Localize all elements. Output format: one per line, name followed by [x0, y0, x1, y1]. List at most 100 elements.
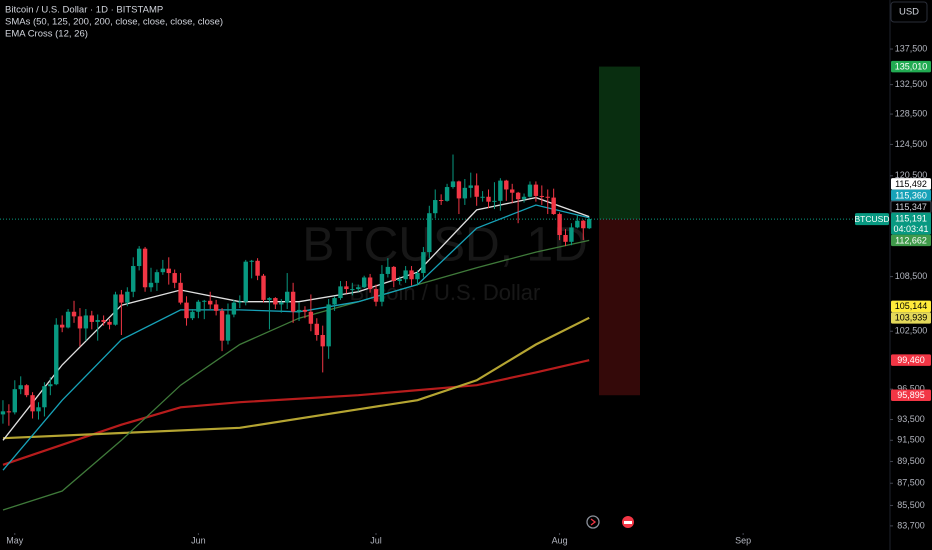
y-tick-label: 124,500 — [895, 139, 928, 149]
x-tick-label: Jun — [191, 535, 206, 545]
candle-body — [403, 270, 408, 280]
bottom-icons — [586, 515, 634, 529]
price-badge-label: 115,191 — [895, 213, 927, 223]
candle-body — [65, 311, 71, 328]
countdown: 04:03:41 — [893, 224, 928, 234]
candle-body — [125, 291, 130, 303]
candle-body — [219, 310, 225, 341]
price-badge-label: 115,360 — [895, 190, 927, 200]
candle-body — [379, 273, 385, 302]
price-badge — [891, 212, 931, 235]
candle-body — [314, 323, 319, 335]
candle-body — [385, 266, 391, 274]
candle-body — [539, 195, 545, 197]
price-badge-label: 99,460 — [897, 355, 925, 365]
candle-body — [54, 324, 59, 385]
candle-body — [12, 389, 18, 413]
candle-body — [332, 298, 337, 305]
price-badge — [891, 178, 931, 190]
candle-body — [77, 316, 83, 329]
candle-body — [296, 309, 302, 312]
price-badge — [891, 234, 931, 247]
symbol-badge — [855, 213, 889, 226]
candle-body — [101, 320, 106, 322]
candle-body — [202, 300, 207, 302]
candle-body — [154, 272, 160, 283]
candle-body — [290, 291, 296, 312]
indicator-line — [2, 196, 590, 441]
candle-body — [284, 291, 290, 303]
candle-body — [326, 304, 331, 347]
candle-body — [344, 286, 349, 290]
y-tick-label: 128,500 — [895, 108, 928, 118]
y-tick-label: 89,500 — [897, 456, 925, 466]
candle-body — [302, 309, 308, 312]
y-tick-label: 85,500 — [897, 500, 925, 510]
currency-label[interactable]: USD — [899, 7, 919, 18]
watermark-sub: Bitcoin / U.S. Dollar — [350, 280, 541, 305]
candle-body — [308, 311, 314, 324]
price-badge — [891, 60, 931, 73]
candle-body — [356, 287, 361, 290]
x-tick-label: Sep — [735, 535, 751, 545]
indicator-line — [2, 316, 590, 440]
candle-body — [391, 266, 396, 282]
candle-body — [255, 260, 260, 276]
candle-body — [557, 214, 562, 236]
candle-body — [131, 266, 136, 292]
price-badge-label: 115,347 — [895, 202, 927, 212]
watermark: BTCUSD, 1D — [302, 219, 587, 272]
candle-body — [427, 213, 432, 253]
candle-body — [415, 273, 420, 280]
y-tick-label: 93,500 — [897, 414, 925, 424]
plot-area — [0, 66, 890, 511]
icon — [590, 518, 597, 526]
candle-body — [533, 184, 539, 196]
currency-button[interactable] — [890, 1, 928, 23]
y-tick-label: 83,700 — [897, 520, 925, 530]
price-badge — [891, 189, 931, 202]
candle-body — [0, 411, 6, 415]
candle-body — [350, 289, 355, 291]
candle-body — [373, 289, 379, 302]
candle-body — [6, 411, 12, 413]
candle-body — [71, 311, 77, 317]
candle-body — [213, 304, 219, 311]
price-badge-label: 103,939 — [895, 313, 928, 323]
price-badge-label: 105,144 — [895, 301, 928, 311]
candle-body — [190, 311, 195, 319]
candle-body — [231, 302, 237, 315]
candle-body — [89, 315, 94, 322]
candle-body — [586, 219, 592, 229]
candle-body — [444, 187, 450, 201]
candle-body — [42, 386, 47, 408]
candle-body — [456, 181, 462, 199]
y-tick-label: 91,500 — [897, 435, 925, 445]
candle-body — [267, 298, 272, 300]
candle-body — [468, 185, 473, 188]
price-badge-label: 115,492 — [895, 179, 927, 189]
price-badge-label: 135,010 — [895, 61, 928, 71]
candle-body — [225, 314, 231, 341]
y-tick-label: 96,500 — [897, 384, 925, 394]
y-tick-label: 137,500 — [895, 43, 928, 53]
loss-zone — [599, 219, 640, 396]
candle-body — [367, 277, 373, 290]
y-tick-label: 102,500 — [895, 326, 928, 336]
price-badge — [891, 389, 931, 401]
price-badge — [891, 354, 931, 366]
candle-body — [510, 189, 515, 193]
profit-zone — [599, 66, 640, 220]
candle-body — [486, 196, 491, 202]
candle-body — [575, 220, 580, 228]
icon[interactable] — [586, 515, 600, 529]
candle-body — [474, 185, 479, 197]
candle-body — [492, 200, 497, 202]
icon — [624, 521, 632, 524]
candle-body — [480, 196, 485, 198]
candle-body — [273, 298, 278, 305]
candle-body — [142, 248, 148, 288]
candle-body — [563, 235, 568, 242]
candle-body — [421, 252, 426, 274]
price-badge — [891, 312, 931, 324]
